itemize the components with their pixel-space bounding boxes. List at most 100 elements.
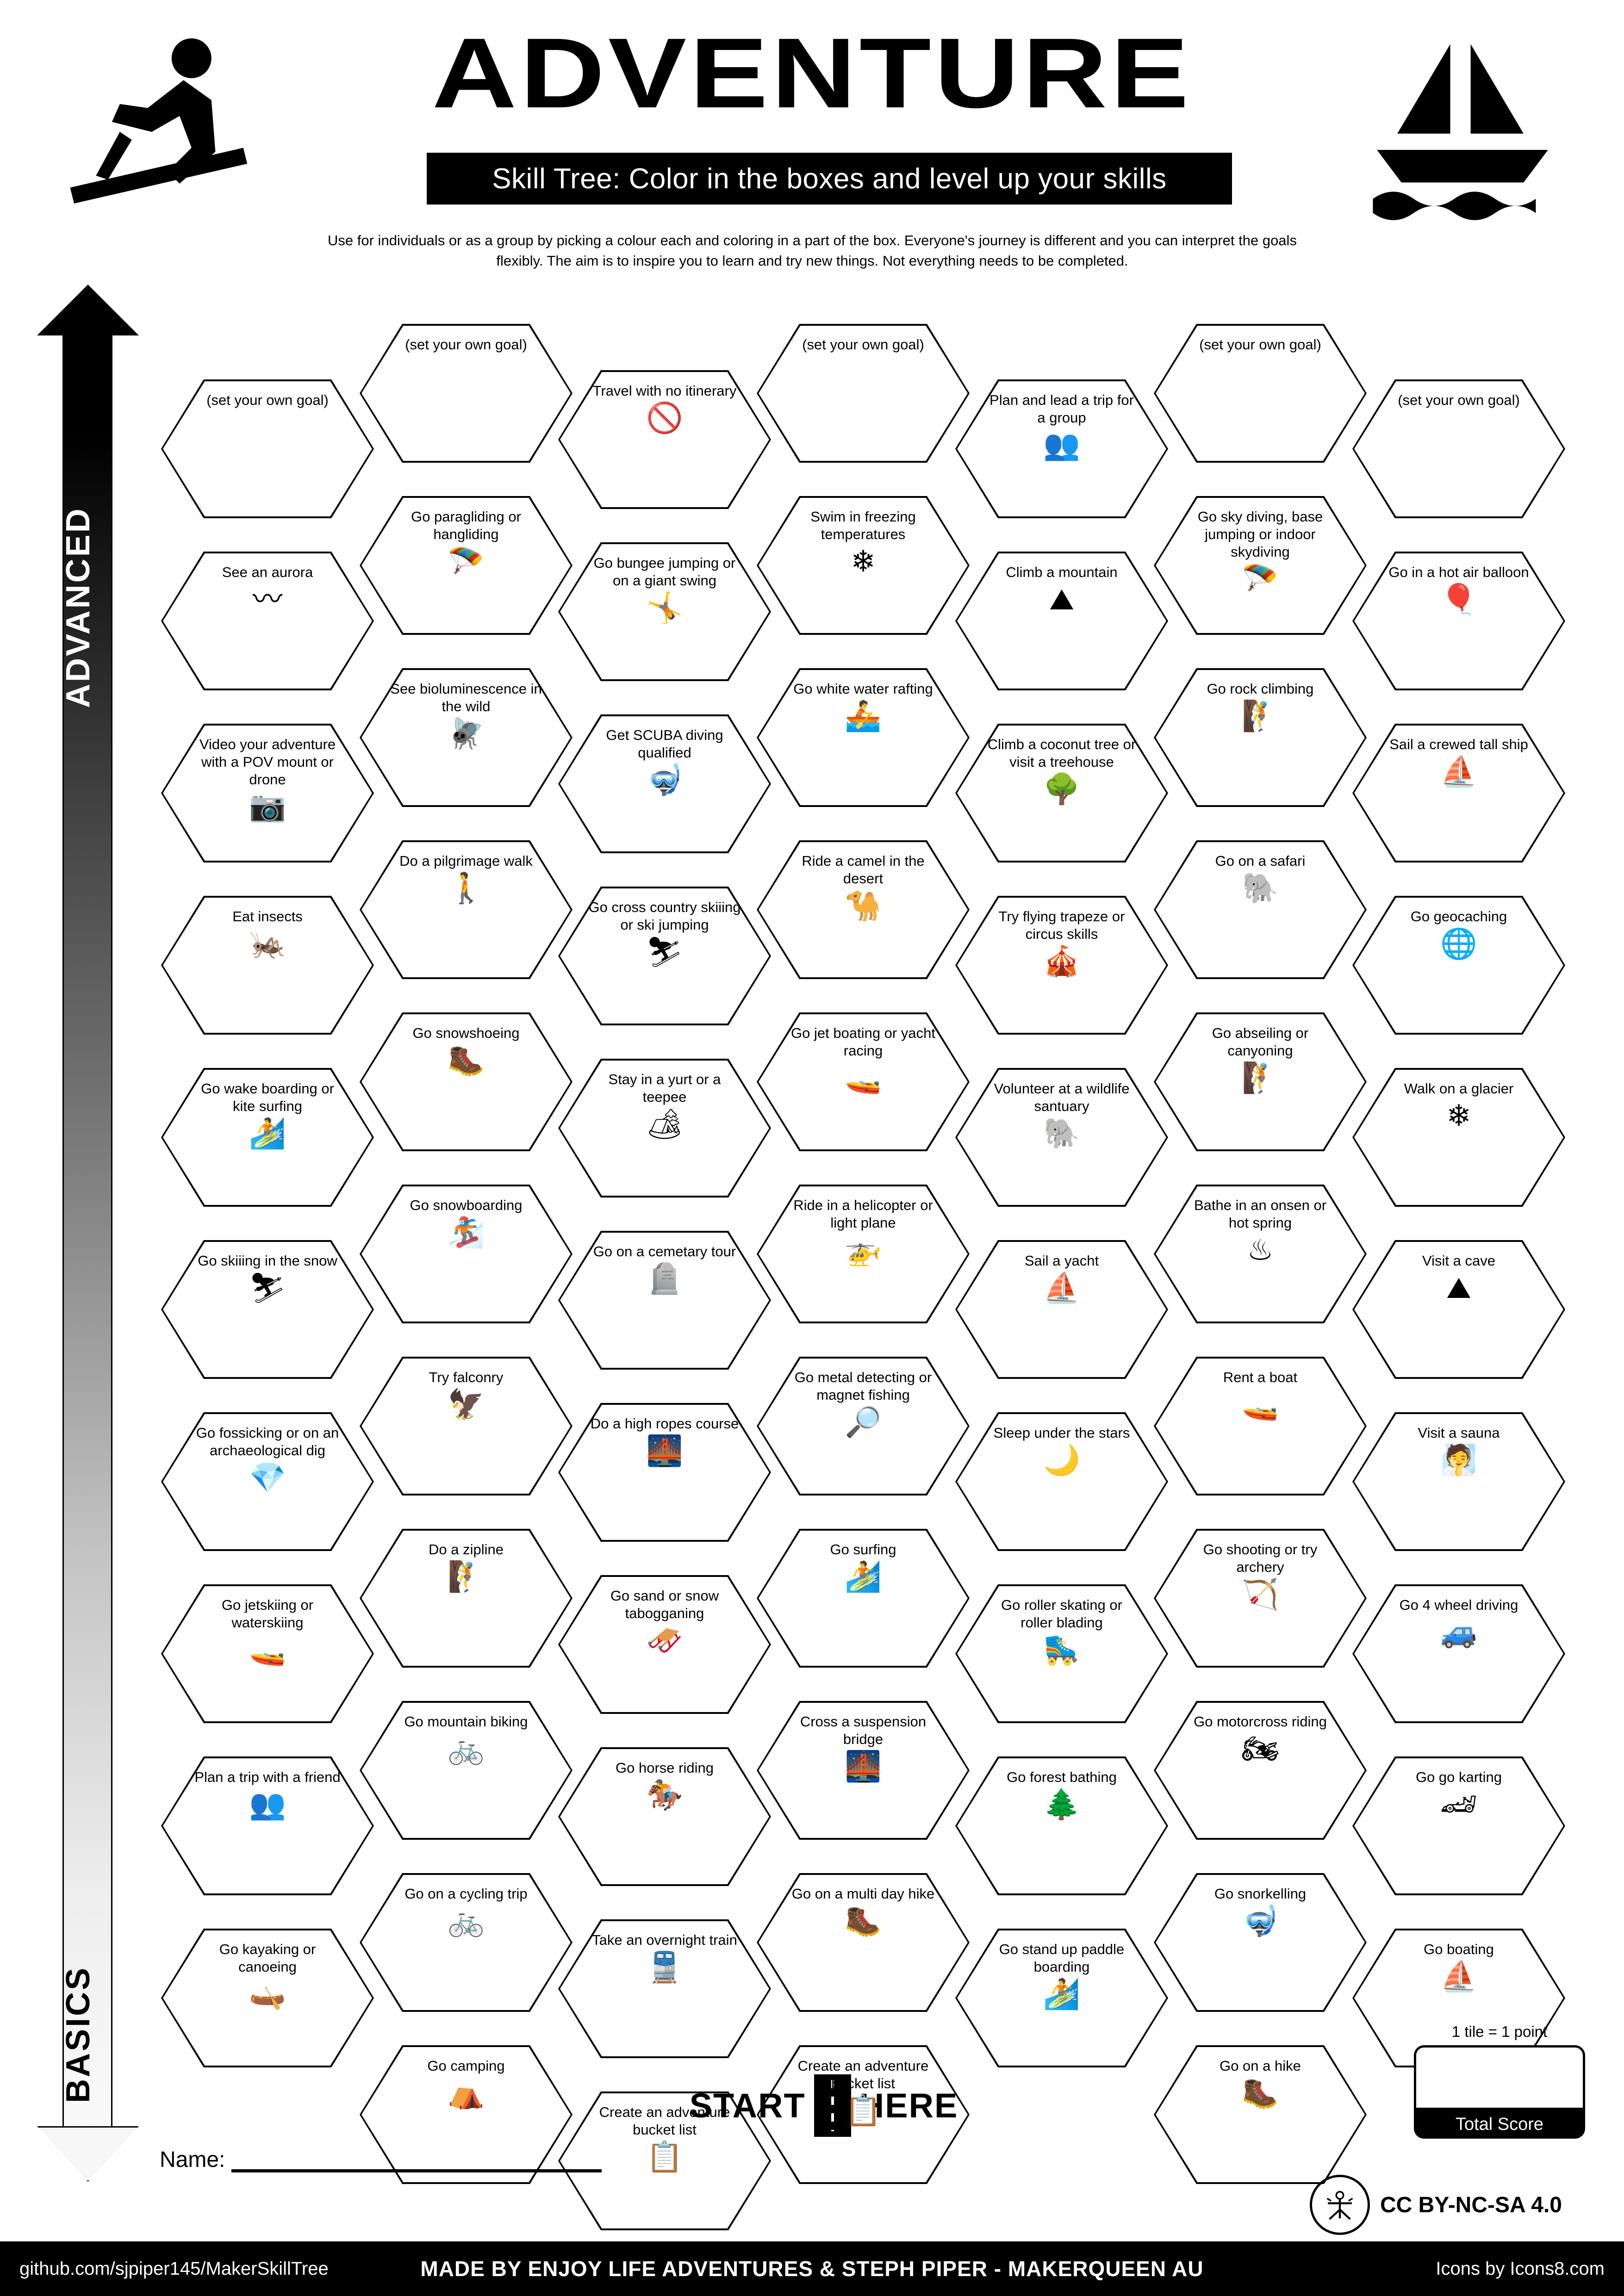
- motocross-icon: 🏍: [1241, 1731, 1279, 1766]
- skill-tile[interactable]: Eat insects 🦗: [161, 896, 374, 1035]
- skill-tile[interactable]: Video your adventure with a POV mount or…: [161, 724, 374, 863]
- skill-tile[interactable]: Go sand or snow tabogganing 🛷: [558, 1575, 771, 1714]
- skill-tile[interactable]: Go rock climbing 🧗: [1154, 668, 1367, 807]
- skill-tile[interactable]: Go white water rafting 🚣: [757, 668, 970, 807]
- skill-tile[interactable]: Visit a sauna 🧖: [1352, 1412, 1565, 1551]
- rope-bridge-icon: 🌉: [845, 1749, 882, 1784]
- bow-and-arrow-icon: 🏹: [1242, 1577, 1279, 1612]
- skill-tile[interactable]: Go snorkelling 🤿: [1154, 1873, 1367, 2012]
- skill-tile[interactable]: Sail a yacht ⛵: [955, 1240, 1168, 1379]
- skill-tile[interactable]: Go camping ⛺: [360, 2045, 572, 2184]
- tall-ship-icon: ⛵: [1440, 754, 1477, 789]
- skill-tile[interactable]: Go fossicking or on an archaeological di…: [161, 1412, 374, 1551]
- skill-tile[interactable]: Volunteer at a wildlife santuary 🐘: [955, 1068, 1168, 1207]
- skill-tile[interactable]: Cross a suspension bridge 🌉: [757, 1701, 970, 1840]
- skill-tile[interactable]: See an aurora 〰: [161, 552, 374, 690]
- skill-tile[interactable]: (set your own goal): [757, 324, 970, 463]
- skill-tile[interactable]: Go 4 wheel driving 🚙: [1352, 1584, 1565, 1723]
- skill-tile-label: Go rock climbing: [1207, 681, 1314, 697]
- skill-tile[interactable]: (set your own goal): [1154, 324, 1367, 463]
- skill-tile[interactable]: Visit a cave ⛰: [1352, 1240, 1565, 1379]
- skill-tile[interactable]: Go abseiling or canyoning 🧗: [1154, 1012, 1367, 1151]
- skill-tile[interactable]: Go geocaching 🌐: [1352, 896, 1565, 1035]
- skill-tile[interactable]: Plan a trip with a friend 👥: [161, 1756, 374, 1895]
- skill-tile[interactable]: Try falconry 🦅: [360, 1357, 572, 1496]
- skill-tile[interactable]: Go on a hike 🥾: [1154, 2045, 1367, 2184]
- paddleboard-icon: 🏄: [1043, 1977, 1080, 2011]
- skill-tile[interactable]: Do a pilgrimage walk 🚶: [360, 840, 572, 979]
- skill-tile[interactable]: Go on a cycling trip 🚲: [360, 1873, 572, 2012]
- skill-tile[interactable]: Go snowboarding 🏂: [360, 1185, 572, 1323]
- skill-tile[interactable]: (set your own goal): [360, 324, 572, 463]
- hex-outline: [757, 496, 970, 635]
- skill-tile[interactable]: Go shooting or try archery 🏹: [1154, 1529, 1367, 1668]
- skill-tile[interactable]: Do a zipline 🧗: [360, 1529, 572, 1668]
- name-input[interactable]: [231, 2167, 602, 2172]
- hex-outline: [558, 1059, 771, 1198]
- skill-tile[interactable]: Create an adventure bucket list 📋: [558, 2091, 771, 2230]
- hiker-icon: 🥾: [845, 1904, 882, 1938]
- hex-outline: [1154, 324, 1367, 463]
- skill-tile[interactable]: Go stand up paddle boarding 🏄: [955, 1929, 1168, 2067]
- skill-tile[interactable]: Go paragliding or hangliding 🪂: [360, 496, 572, 635]
- skill-tile[interactable]: Ride in a helicopter or light plane 🚁: [757, 1185, 970, 1323]
- skill-tile[interactable]: Go metal detecting or magnet fishing 🔎: [757, 1357, 970, 1496]
- skill-tile[interactable]: Go bungee jumping or on a giant swing 🤸: [558, 542, 771, 681]
- camel-icon: 🐪: [845, 888, 882, 923]
- skill-tile[interactable]: Go cross country skiiing or ski jumping ⛷: [558, 887, 771, 1025]
- hex-outline: [161, 552, 374, 690]
- skill-tile[interactable]: Go snowshoeing 🥾: [360, 1012, 572, 1151]
- skill-tile[interactable]: Go go karting 🏎: [1352, 1756, 1565, 1895]
- skill-tile[interactable]: Go wake boarding or kite surfing 🏄: [161, 1068, 374, 1207]
- skill-tile[interactable]: Do a high ropes course 🌉: [558, 1403, 771, 1542]
- skill-tile[interactable]: Go surfing 🏄: [757, 1529, 970, 1668]
- skill-tile[interactable]: Go on a multi day hike 🥾: [757, 1873, 970, 2012]
- skill-tile[interactable]: Ride a camel in the desert 🐪: [757, 840, 970, 979]
- footer-repo-link[interactable]: github.com/sjpiper145/MakerSkillTree: [19, 2258, 329, 2279]
- hex-outline: [757, 1701, 970, 1840]
- skill-tile[interactable]: Go motorcross riding 🏍: [1154, 1701, 1367, 1840]
- skill-tile[interactable]: Go jetskiing or waterskiing 🚤: [161, 1584, 374, 1723]
- skill-tile[interactable]: Try flying trapeze or circus skills 🎪: [955, 896, 1168, 1035]
- skill-tile[interactable]: See bioluminescence in the wild 🪰: [360, 668, 572, 807]
- skill-tile[interactable]: Sail a crewed tall ship ⛵: [1352, 724, 1565, 863]
- skill-tile[interactable]: Go skiiing in the snow ⛷: [161, 1240, 374, 1379]
- skill-tile[interactable]: Go mountain biking 🚲: [360, 1701, 572, 1840]
- skill-tile[interactable]: Stay in a yurt or a teepee 🏕: [558, 1059, 771, 1198]
- skill-tile[interactable]: Create an adventure bucket list 📋: [757, 2045, 970, 2184]
- skill-tile[interactable]: Walk on a glacier ❄: [1352, 1068, 1565, 1207]
- skill-tile[interactable]: Go boating ⛵: [1352, 1929, 1565, 2067]
- list-icon: 📋: [845, 2093, 882, 2128]
- skill-tile-label: Video your adventure with a POV mount or…: [199, 736, 336, 788]
- skill-tile[interactable]: Go forest bathing 🌲: [955, 1756, 1168, 1895]
- motorboat-icon: 🚤: [1242, 1387, 1279, 1422]
- skill-tile[interactable]: Climb a coconut tree or visit a treehous…: [955, 724, 1168, 863]
- skill-tile[interactable]: Swim in freezing temperatures ❄: [757, 496, 970, 635]
- skill-tile[interactable]: Climb a mountain ⛰: [955, 552, 1168, 690]
- skill-tile[interactable]: Go on a cemetary tour 🪦: [558, 1231, 771, 1370]
- skill-tile[interactable]: Travel with no itinerary 🚫: [558, 370, 771, 509]
- skill-tile[interactable]: Go in a hot air balloon 🎈: [1352, 552, 1565, 690]
- skill-tile[interactable]: Rent a boat 🚤: [1154, 1357, 1367, 1496]
- skill-tile[interactable]: Go horse riding 🏇: [558, 1747, 771, 1886]
- trees-icon: 🌲: [1043, 1787, 1080, 1822]
- skill-tile-label: Go go karting: [1415, 1769, 1502, 1785]
- skill-tile[interactable]: Go jet boating or yacht racing 🚤: [757, 1012, 970, 1151]
- skill-tile-label: Do a pilgrimage walk: [399, 853, 533, 869]
- skill-tile[interactable]: Go sky diving, base jumping or indoor sk…: [1154, 496, 1367, 635]
- skill-tile[interactable]: Go on a safari 🐘: [1154, 840, 1367, 979]
- skill-tile[interactable]: Sleep under the stars 🌙: [955, 1412, 1168, 1551]
- skill-tile[interactable]: Take an overnight train 🚆: [558, 1919, 771, 2058]
- hex-outline: [360, 1012, 572, 1151]
- skill-tile-label: Go stand up paddle boarding: [999, 1941, 1125, 1975]
- score-input[interactable]: [1414, 2045, 1585, 2110]
- score-label: Total Score: [1414, 2110, 1585, 2139]
- skill-tile[interactable]: Plan and lead a trip for a group 👥: [955, 379, 1168, 518]
- skill-tile[interactable]: Get SCUBA diving qualified 🤿: [558, 714, 771, 853]
- snowshoe-hiker-icon: 🥾: [448, 1043, 485, 1078]
- skill-tile[interactable]: Go roller skating or roller blading 🛼: [955, 1584, 1168, 1723]
- skill-tile[interactable]: (set your own goal): [161, 379, 374, 518]
- skill-tile[interactable]: (set your own goal): [1352, 379, 1565, 518]
- skill-tile[interactable]: Go kayaking or canoeing 🛶: [161, 1929, 374, 2067]
- skill-tile[interactable]: Bathe in an onsen or hot spring ♨: [1154, 1185, 1367, 1323]
